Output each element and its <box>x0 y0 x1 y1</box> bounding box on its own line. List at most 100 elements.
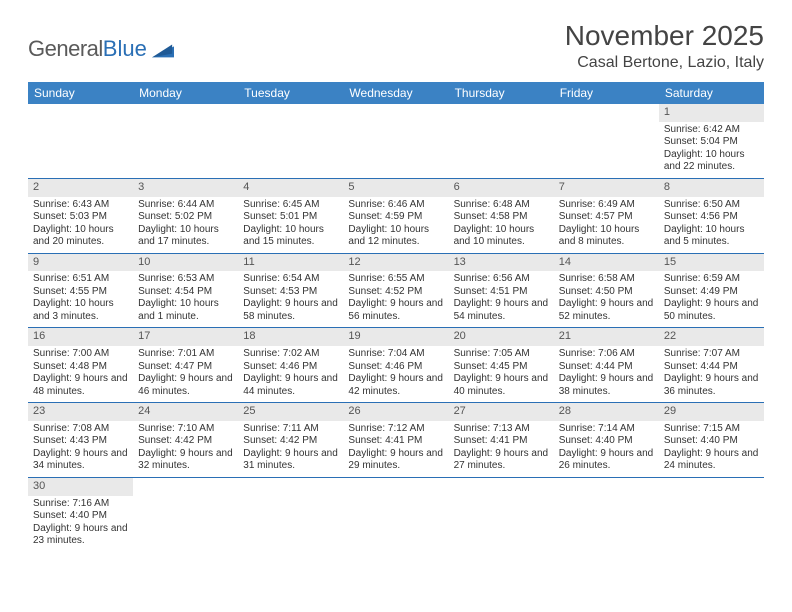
sunrise-text: Sunrise: 7:12 AM <box>348 423 443 436</box>
dow-thursday: Thursday <box>449 82 554 104</box>
sunset-text: Sunset: 4:42 PM <box>138 435 233 448</box>
sunrise-text: Sunrise: 7:14 AM <box>559 423 654 436</box>
sunset-text: Sunset: 4:41 PM <box>454 435 549 448</box>
sunset-text: Sunset: 5:03 PM <box>33 211 128 224</box>
day-number: 23 <box>28 403 133 421</box>
week-row: 16Sunrise: 7:00 AMSunset: 4:48 PMDayligh… <box>28 328 764 403</box>
day-body: Sunrise: 7:10 AMSunset: 4:42 PMDaylight:… <box>133 421 238 477</box>
day-cell: 9Sunrise: 6:51 AMSunset: 4:55 PMDaylight… <box>28 254 133 328</box>
header-row: General Blue November 2025 Casal Bertone… <box>28 20 764 72</box>
sunrise-text: Sunrise: 6:44 AM <box>138 199 233 212</box>
sunset-text: Sunset: 5:02 PM <box>138 211 233 224</box>
sunset-text: Sunset: 5:04 PM <box>664 136 759 149</box>
daylight-text: Daylight: 9 hours and 32 minutes. <box>138 448 233 473</box>
day-body: Sunrise: 7:13 AMSunset: 4:41 PMDaylight:… <box>449 421 554 477</box>
day-body: Sunrise: 7:15 AMSunset: 4:40 PMDaylight:… <box>659 421 764 477</box>
day-cell: 11Sunrise: 6:54 AMSunset: 4:53 PMDayligh… <box>238 254 343 328</box>
dow-monday: Monday <box>133 82 238 104</box>
day-cell: 15Sunrise: 6:59 AMSunset: 4:49 PMDayligh… <box>659 254 764 328</box>
logo-word-1: General <box>28 36 103 62</box>
dow-friday: Friday <box>554 82 659 104</box>
day-body: Sunrise: 6:49 AMSunset: 4:57 PMDaylight:… <box>554 197 659 253</box>
daylight-text: Daylight: 9 hours and 38 minutes. <box>559 373 654 398</box>
sunrise-text: Sunrise: 6:56 AM <box>454 273 549 286</box>
daylight-text: Daylight: 10 hours and 1 minute. <box>138 298 233 323</box>
dow-tuesday: Tuesday <box>238 82 343 104</box>
day-cell <box>28 104 133 178</box>
day-number: 19 <box>343 328 448 346</box>
day-number: 14 <box>554 254 659 272</box>
day-cell: 3Sunrise: 6:44 AMSunset: 5:02 PMDaylight… <box>133 179 238 253</box>
sunrise-text: Sunrise: 6:51 AM <box>33 273 128 286</box>
daylight-text: Daylight: 10 hours and 15 minutes. <box>243 224 338 249</box>
sunset-text: Sunset: 4:50 PM <box>559 286 654 299</box>
day-body: Sunrise: 6:46 AMSunset: 4:59 PMDaylight:… <box>343 197 448 253</box>
day-body: Sunrise: 6:55 AMSunset: 4:52 PMDaylight:… <box>343 271 448 327</box>
day-body: Sunrise: 6:51 AMSunset: 4:55 PMDaylight:… <box>28 271 133 327</box>
week-row: 1Sunrise: 6:42 AMSunset: 5:04 PMDaylight… <box>28 104 764 179</box>
day-cell: 13Sunrise: 6:56 AMSunset: 4:51 PMDayligh… <box>449 254 554 328</box>
flag-icon <box>152 42 174 58</box>
day-cell: 18Sunrise: 7:02 AMSunset: 4:46 PMDayligh… <box>238 328 343 402</box>
sunrise-text: Sunrise: 6:50 AM <box>664 199 759 212</box>
day-number: 1 <box>659 104 764 122</box>
sunset-text: Sunset: 4:44 PM <box>664 361 759 374</box>
month-title: November 2025 <box>565 20 764 52</box>
logo-word-2: Blue <box>103 36 147 62</box>
day-cell: 17Sunrise: 7:01 AMSunset: 4:47 PMDayligh… <box>133 328 238 402</box>
day-body: Sunrise: 6:45 AMSunset: 5:01 PMDaylight:… <box>238 197 343 253</box>
day-cell: 7Sunrise: 6:49 AMSunset: 4:57 PMDaylight… <box>554 179 659 253</box>
day-number: 7 <box>554 179 659 197</box>
day-cell: 21Sunrise: 7:06 AMSunset: 4:44 PMDayligh… <box>554 328 659 402</box>
day-cell: 12Sunrise: 6:55 AMSunset: 4:52 PMDayligh… <box>343 254 448 328</box>
sunrise-text: Sunrise: 7:13 AM <box>454 423 549 436</box>
sunrise-text: Sunrise: 7:15 AM <box>664 423 759 436</box>
day-cell: 5Sunrise: 6:46 AMSunset: 4:59 PMDaylight… <box>343 179 448 253</box>
week-row: 2Sunrise: 6:43 AMSunset: 5:03 PMDaylight… <box>28 179 764 254</box>
day-number: 3 <box>133 179 238 197</box>
day-cell: 19Sunrise: 7:04 AMSunset: 4:46 PMDayligh… <box>343 328 448 402</box>
sunrise-text: Sunrise: 7:11 AM <box>243 423 338 436</box>
day-body: Sunrise: 6:44 AMSunset: 5:02 PMDaylight:… <box>133 197 238 253</box>
sunrise-text: Sunrise: 6:54 AM <box>243 273 338 286</box>
day-body: Sunrise: 7:05 AMSunset: 4:45 PMDaylight:… <box>449 346 554 402</box>
day-cell: 20Sunrise: 7:05 AMSunset: 4:45 PMDayligh… <box>449 328 554 402</box>
day-cell <box>238 478 343 552</box>
location-subtitle: Casal Bertone, Lazio, Italy <box>565 54 764 72</box>
day-cell: 27Sunrise: 7:13 AMSunset: 4:41 PMDayligh… <box>449 403 554 477</box>
logo: General Blue <box>28 20 174 62</box>
daylight-text: Daylight: 9 hours and 27 minutes. <box>454 448 549 473</box>
sunset-text: Sunset: 4:49 PM <box>664 286 759 299</box>
daylight-text: Daylight: 9 hours and 36 minutes. <box>664 373 759 398</box>
daylight-text: Daylight: 9 hours and 54 minutes. <box>454 298 549 323</box>
daylight-text: Daylight: 9 hours and 42 minutes. <box>348 373 443 398</box>
week-row: 30Sunrise: 7:16 AMSunset: 4:40 PMDayligh… <box>28 478 764 552</box>
sunset-text: Sunset: 4:41 PM <box>348 435 443 448</box>
day-number: 22 <box>659 328 764 346</box>
day-body: Sunrise: 7:14 AMSunset: 4:40 PMDaylight:… <box>554 421 659 477</box>
daylight-text: Daylight: 10 hours and 5 minutes. <box>664 224 759 249</box>
day-number: 24 <box>133 403 238 421</box>
day-cell <box>659 478 764 552</box>
daylight-text: Daylight: 10 hours and 17 minutes. <box>138 224 233 249</box>
sunrise-text: Sunrise: 6:45 AM <box>243 199 338 212</box>
day-cell <box>554 478 659 552</box>
day-number: 29 <box>659 403 764 421</box>
day-cell <box>343 104 448 178</box>
day-number: 27 <box>449 403 554 421</box>
daylight-text: Daylight: 10 hours and 22 minutes. <box>664 149 759 174</box>
day-cell <box>449 478 554 552</box>
daylight-text: Daylight: 9 hours and 58 minutes. <box>243 298 338 323</box>
sunrise-text: Sunrise: 7:04 AM <box>348 348 443 361</box>
sunset-text: Sunset: 4:55 PM <box>33 286 128 299</box>
daylight-text: Daylight: 9 hours and 40 minutes. <box>454 373 549 398</box>
day-number: 2 <box>28 179 133 197</box>
daylight-text: Daylight: 9 hours and 23 minutes. <box>33 523 128 548</box>
day-number: 17 <box>133 328 238 346</box>
day-cell <box>449 104 554 178</box>
sunset-text: Sunset: 4:51 PM <box>454 286 549 299</box>
sunset-text: Sunset: 4:54 PM <box>138 286 233 299</box>
sunrise-text: Sunrise: 6:49 AM <box>559 199 654 212</box>
day-cell: 23Sunrise: 7:08 AMSunset: 4:43 PMDayligh… <box>28 403 133 477</box>
daylight-text: Daylight: 9 hours and 31 minutes. <box>243 448 338 473</box>
